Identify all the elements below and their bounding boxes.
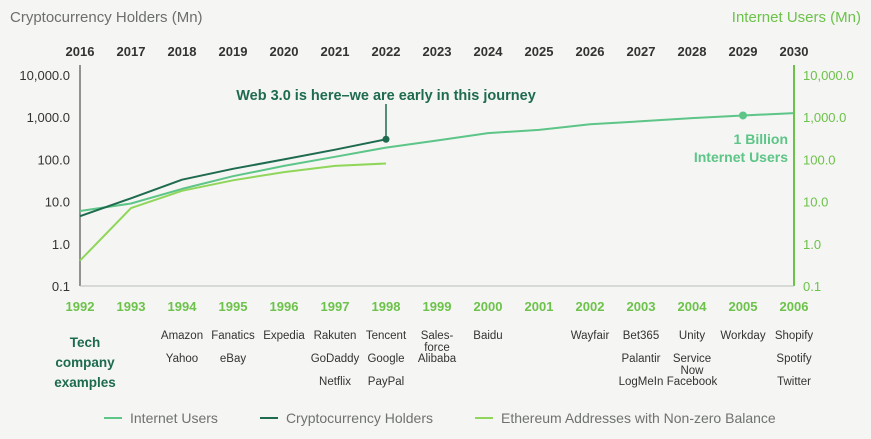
chart-canvas: 2016 2017 2018 2019 2020 2021 2022 2023 2024 2025…	[19, 44, 854, 314]
bottom-year-label: 1993	[117, 299, 146, 314]
bottom-year-label: 1992	[66, 299, 95, 314]
right-y-tick-label: 100.0	[803, 152, 836, 167]
company-name: Fanatics	[211, 330, 255, 342]
company-name: Bet365	[622, 330, 660, 342]
company-name: Netflix	[319, 376, 351, 388]
top-year-label: 2019	[219, 44, 248, 59]
legend-label: Cryptocurrency Holders	[285, 410, 433, 426]
bottom-year-label: 2002	[576, 299, 605, 314]
bottom-year-label: 1997	[321, 299, 350, 314]
company-name: Wayfair	[570, 330, 610, 342]
legend-item-crypto-holders: Cryptocurrency Holders	[259, 410, 433, 426]
series-line-ethereum-addresses-with-non-zero-balance	[79, 162, 387, 262]
left-y-tick-label: 1.0	[52, 237, 70, 252]
bottom-year-label: 1999	[423, 299, 452, 314]
bottom-year-label: 1994	[168, 299, 198, 314]
top-year-label: 2018	[168, 44, 197, 59]
web3-annotation: Web 3.0 is here–we are early in this jou…	[236, 88, 536, 104]
company-name: Workday	[720, 330, 766, 342]
company-name: Spotify	[776, 353, 812, 365]
bottom-year-label: 1998	[372, 299, 401, 314]
top-year-label: 2028	[678, 44, 707, 59]
company-name: Sales- force	[420, 330, 454, 354]
company-name: Tencent	[365, 330, 407, 342]
company-name: Service Now	[672, 353, 712, 377]
company-name: Amazon	[160, 330, 204, 342]
left-axis-title: Cryptocurrency Holders (Mn)	[10, 9, 203, 26]
bottom-year-label: 2006	[780, 299, 809, 314]
billion-users-annotation: 1 Billion	[734, 131, 788, 147]
left-y-tick-label: 1,000.0	[27, 110, 70, 125]
top-year-label: 2026	[576, 44, 605, 59]
right-y-tick-label: 0.1	[803, 279, 821, 294]
company-name: Rakuten	[313, 330, 357, 342]
company-name: Palantir	[621, 353, 661, 365]
top-year-label: 2017	[117, 44, 146, 59]
series-line-cryptocurrency-holders	[79, 138, 387, 218]
top-year-label: 2029	[729, 44, 758, 59]
tech-company-title: Tech company examples	[54, 335, 116, 390]
legend-swatch	[259, 417, 278, 419]
right-y-tick-label: 10.0	[803, 195, 828, 210]
company-name: Baidu	[473, 330, 503, 342]
legend-label: Internet Users	[130, 410, 218, 426]
right-y-tick-label: 10,000.0	[803, 68, 854, 83]
legend-item-internet-users: Internet Users	[104, 410, 218, 426]
annotation-marker	[382, 135, 390, 143]
bottom-year-label: 1996	[270, 299, 299, 314]
billion-users-annotation: Internet Users	[694, 149, 788, 165]
left-y-tick-label: 10,000.0	[19, 68, 70, 83]
right-y-tick-label: 1,000.0	[803, 110, 846, 125]
chart-legend: Internet Users Cryptocurrency Holders Et…	[104, 410, 776, 426]
company-name: Expedia	[263, 330, 305, 342]
top-year-label: 2025	[525, 44, 554, 59]
company-name: Twitter	[777, 376, 811, 388]
bottom-year-label: 2005	[729, 299, 758, 314]
company-name: Shopify	[774, 330, 814, 342]
legend-swatch	[475, 417, 493, 419]
top-year-label: 2024	[474, 44, 504, 59]
company-name: LogMeIn	[618, 376, 664, 388]
billion-users-marker	[739, 111, 747, 120]
bottom-year-label: 2003	[627, 299, 656, 314]
top-year-label: 2016	[66, 44, 95, 59]
company-name: PayPal	[367, 376, 405, 388]
company-name: Unity	[678, 330, 706, 342]
legend-swatch	[104, 417, 122, 419]
top-year-label: 2023	[423, 44, 452, 59]
left-y-tick-label: 0.1	[52, 279, 70, 294]
series-line-internet-users	[79, 112, 795, 212]
bottom-year-label: 2004	[678, 299, 708, 314]
bottom-year-label: 2000	[474, 299, 503, 314]
legend-item-ethereum: Ethereum Addresses with Non-zero Balance	[475, 410, 776, 426]
legend-label: Ethereum Addresses with Non-zero Balance	[501, 410, 776, 426]
top-year-label: 2021	[321, 44, 350, 59]
bottom-year-label: 2001	[525, 299, 554, 314]
left-y-tick-label: 100.0	[37, 152, 70, 167]
company-name: Facebook	[666, 376, 718, 388]
left-y-tick-label: 10.0	[45, 195, 70, 210]
top-year-label: 2030	[780, 44, 809, 59]
top-year-label: 2020	[270, 44, 299, 59]
right-axis-title: Internet Users (Mn)	[731, 9, 861, 26]
company-name: Google	[367, 353, 405, 365]
top-year-label: 2027	[627, 44, 656, 59]
company-name: eBay	[219, 353, 247, 365]
right-y-tick-label: 1.0	[803, 237, 821, 252]
bottom-year-label: 1995	[219, 299, 248, 314]
company-name: Yahoo	[165, 353, 199, 365]
company-name: GoDaddy	[310, 353, 360, 365]
company-name: Alibaba	[417, 353, 457, 365]
top-year-label: 2022	[372, 44, 401, 59]
